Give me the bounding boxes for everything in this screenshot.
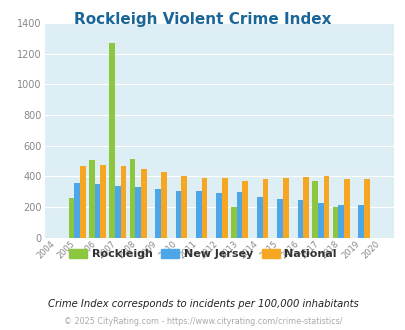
Bar [89, 160, 94, 238]
Bar [277, 199, 282, 238]
Bar [236, 192, 242, 238]
Bar [256, 197, 262, 238]
Bar [141, 169, 146, 238]
Bar [358, 205, 363, 238]
Text: Crime Index corresponds to incidents per 100,000 inhabitants: Crime Index corresponds to incidents per… [47, 299, 358, 309]
Bar [216, 193, 222, 238]
Bar [201, 178, 207, 238]
Bar [323, 176, 328, 238]
Text: © 2025 CityRating.com - https://www.cityrating.com/crime-statistics/: © 2025 CityRating.com - https://www.city… [64, 317, 341, 326]
Bar [68, 198, 74, 238]
Bar [222, 178, 227, 238]
Bar [80, 166, 85, 238]
Bar [363, 180, 369, 238]
Bar [100, 165, 106, 238]
Bar [135, 187, 141, 238]
Text: Rockleigh Violent Crime Index: Rockleigh Violent Crime Index [74, 12, 331, 26]
Bar [337, 205, 343, 238]
Bar [129, 159, 135, 238]
Bar [181, 176, 187, 238]
Bar [196, 191, 201, 238]
Bar [120, 166, 126, 238]
Bar [343, 180, 349, 238]
Bar [332, 207, 337, 238]
Legend: Rockleigh, New Jersey, National: Rockleigh, New Jersey, National [65, 244, 340, 263]
Bar [155, 189, 161, 238]
Bar [161, 172, 166, 238]
Bar [303, 177, 308, 238]
Bar [94, 184, 100, 238]
Bar [175, 191, 181, 238]
Bar [74, 183, 80, 238]
Bar [109, 43, 115, 238]
Bar [262, 180, 268, 238]
Bar [230, 207, 236, 238]
Bar [311, 181, 317, 238]
Bar [282, 178, 288, 238]
Bar [297, 200, 303, 238]
Bar [115, 186, 120, 238]
Bar [317, 203, 323, 238]
Bar [242, 181, 247, 238]
